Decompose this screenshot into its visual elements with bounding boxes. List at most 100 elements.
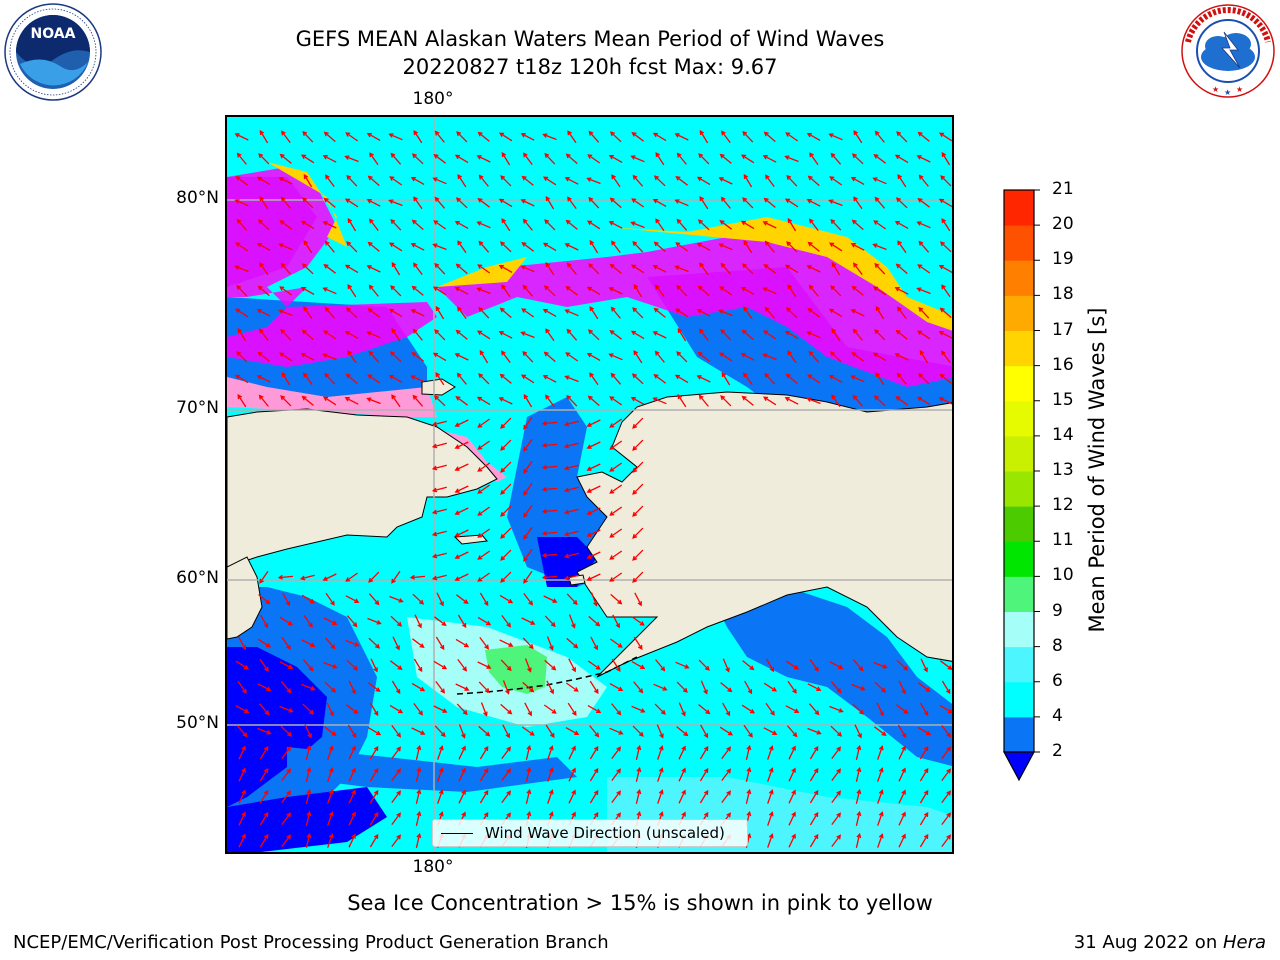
wind-wave-arrow [281,636,291,650]
wind-wave-arrow [788,767,796,782]
wind-wave-arrow [589,239,599,254]
wind-wave-arrow [479,637,490,650]
wind-wave-arrow [919,811,929,826]
wind-wave-arrow [630,155,645,163]
lon-label-bottom: 180° [412,857,454,877]
wind-wave-arrow [653,307,666,318]
wind-wave-arrow [700,680,708,695]
wind-wave-arrow [829,176,843,186]
wind-wave-arrow [541,420,558,426]
wind-wave-arrow [457,240,467,254]
wind-wave-arrow [565,727,580,736]
wind-wave-arrow [256,242,271,251]
wind-wave-arrow [894,353,909,361]
wind-wave-arrow [258,328,269,341]
wind-wave-arrow [324,306,336,319]
wind-wave-arrow [742,130,754,143]
wind-wave-arrow [589,767,599,782]
wind-wave-arrow [454,287,469,295]
wind-wave-arrow [740,286,755,295]
wind-wave-arrow [366,265,381,273]
wind-wave-arrow [612,614,620,629]
colorbar-tick-label: 20 [1052,214,1074,235]
wind-wave-arrow [762,221,777,229]
wind-wave-arrow [235,660,250,670]
wind-wave-arrow [828,374,843,383]
wind-wave-arrow [546,680,554,695]
wind-wave-arrow [851,683,866,691]
wind-wave-arrow [917,131,930,142]
wind-wave-arrow [323,661,338,669]
wind-wave-arrow [238,636,247,651]
wind-wave-arrow [918,240,930,253]
wind-wave-arrow [855,832,862,848]
wind-wave-arrow [414,614,422,629]
wind-wave-arrow [281,768,292,781]
wind-wave-arrow [676,681,688,693]
wind-wave-arrow [630,396,645,405]
wind-wave-arrow [280,681,292,694]
wind-wave-arrow [718,243,733,251]
wind-wave-arrow [368,350,380,363]
wind-wave-arrow [547,745,554,760]
land-chukotka [227,408,498,568]
wind-wave-arrow [479,349,489,364]
wind-wave-arrow [368,682,381,693]
wind-wave-arrow [525,744,532,760]
wind-wave-arrow [305,744,312,760]
wind-wave-arrow [369,767,379,782]
wind-wave-arrow [477,616,492,626]
wind-wave-arrow [388,308,403,318]
wind-wave-arrow [305,832,312,848]
wind-wave-arrow [478,681,490,694]
wind-wave-arrow [740,154,755,164]
wind-wave-arrow [632,549,644,561]
wind-wave-arrow [390,152,402,165]
wind-wave-arrow [635,744,642,760]
wind-wave-arrow [720,395,732,407]
wind-wave-arrow [348,680,356,695]
wind-wave-arrow [322,353,337,361]
wind-wave-arrow [808,703,820,716]
wind-wave-arrow [916,221,931,229]
wind-wave-arrow [654,350,665,363]
wind-wave-arrow [278,309,293,317]
wind-wave-arrow [545,724,555,739]
wind-wave-arrow [236,218,248,231]
wind-wave-arrow [895,329,908,340]
wind-wave-arrow [257,285,270,297]
wind-wave-arrow [368,637,381,649]
wind-wave-arrow [281,746,292,759]
wind-wave-arrow [499,594,514,604]
wind-wave-arrow [675,175,688,186]
wind-wave-arrow [478,725,491,737]
wind-wave-arrow [898,745,906,760]
wind-wave-arrow [784,198,799,208]
wind-wave-arrow [259,833,269,848]
wind-wave-arrow [872,352,887,362]
wind-wave-arrow [477,572,491,582]
wind-wave-arrow [324,372,336,385]
wind-wave-arrow [498,264,513,273]
colorbar-tick-label: 4 [1052,705,1063,726]
wind-wave-arrow [720,262,732,275]
wind-wave-arrow [788,811,796,826]
wind-wave-arrow [281,812,292,825]
wind-wave-arrow [697,219,710,231]
wind-wave-arrow [458,745,466,760]
wind-wave-arrow [829,705,844,713]
wind-wave-arrow [324,174,335,187]
wind-wave-arrow [520,331,535,339]
wind-wave-arrow [542,375,557,383]
wind-wave-arrow [455,395,468,406]
wind-wave-arrow [852,262,863,275]
wind-wave-arrow [498,198,513,208]
wind-wave-arrow [256,375,271,383]
wind-wave-arrow [720,328,732,341]
wind-wave-arrow [259,767,269,782]
wind-wave-arrow [521,617,536,625]
wind-wave-arrow [916,155,931,163]
wind-wave-arrow [256,309,271,317]
wind-wave-arrow [831,834,842,847]
wind-wave-arrow [433,220,447,230]
